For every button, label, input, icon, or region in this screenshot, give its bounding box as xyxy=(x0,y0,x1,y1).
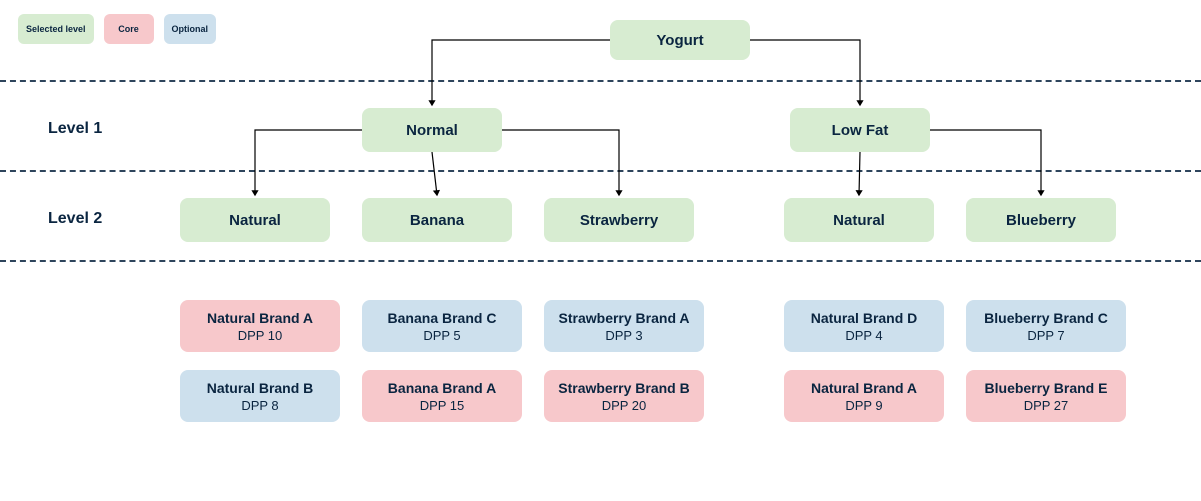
node-label: Natural Brand A xyxy=(207,310,313,326)
node-sublabel: DPP 7 xyxy=(1027,328,1064,343)
node-lowfat: Low Fat xyxy=(790,108,930,152)
legend: Selected level Core Optional xyxy=(18,14,216,44)
node-label: Natural xyxy=(229,212,281,229)
edge-root-lowfat xyxy=(750,40,860,105)
node-label: Blueberry Brand C xyxy=(984,310,1108,326)
edge-normal-banana xyxy=(432,152,437,195)
edge-lowfat-natural2 xyxy=(859,152,860,195)
node-b1: Natural Brand A DPP 10 xyxy=(180,300,340,352)
connectors xyxy=(0,0,1201,501)
node-blueberry: Blueberry xyxy=(966,198,1116,242)
legend-optional: Optional xyxy=(164,14,217,44)
node-sublabel: DPP 10 xyxy=(238,328,283,343)
node-label: Yogurt xyxy=(656,32,703,49)
node-label: Blueberry Brand E xyxy=(985,380,1108,396)
node-banana: Banana xyxy=(362,198,512,242)
node-label: Banana Brand A xyxy=(388,380,496,396)
node-sublabel: DPP 20 xyxy=(602,398,647,413)
legend-core: Core xyxy=(104,14,154,44)
node-label: Blueberry xyxy=(1006,212,1076,229)
node-b9: Natural Brand A DPP 9 xyxy=(784,370,944,422)
node-b3: Strawberry Brand A DPP 3 xyxy=(544,300,704,352)
node-sublabel: DPP 4 xyxy=(845,328,882,343)
edge-lowfat-blueberry xyxy=(930,130,1041,195)
node-label: Strawberry xyxy=(580,212,658,229)
node-label: Normal xyxy=(406,122,458,139)
node-natural1: Natural xyxy=(180,198,330,242)
node-label: Banana xyxy=(410,212,464,229)
legend-selected: Selected level xyxy=(18,14,94,44)
node-label: Natural Brand D xyxy=(811,310,918,326)
node-b4: Natural Brand D DPP 4 xyxy=(784,300,944,352)
edge-root-normal xyxy=(432,40,610,105)
node-label: Natural xyxy=(833,212,885,229)
node-label: Strawberry Brand B xyxy=(558,380,689,396)
divider-0 xyxy=(0,80,1201,82)
node-b8: Strawberry Brand B DPP 20 xyxy=(544,370,704,422)
node-label: Natural Brand A xyxy=(811,380,917,396)
node-b2: Banana Brand C DPP 5 xyxy=(362,300,522,352)
node-label: Low Fat xyxy=(832,122,889,139)
node-natural2: Natural xyxy=(784,198,934,242)
node-sublabel: DPP 9 xyxy=(845,398,882,413)
edge-normal-strawberry xyxy=(502,130,619,195)
level-1-label: Level 1 xyxy=(48,120,102,138)
node-sublabel: DPP 27 xyxy=(1024,398,1069,413)
node-sublabel: DPP 5 xyxy=(423,328,460,343)
node-sublabel: DPP 3 xyxy=(605,328,642,343)
node-strawberry: Strawberry xyxy=(544,198,694,242)
node-normal: Normal xyxy=(362,108,502,152)
node-label: Banana Brand C xyxy=(388,310,497,326)
divider-2 xyxy=(0,260,1201,262)
divider-1 xyxy=(0,170,1201,172)
level-2-label: Level 2 xyxy=(48,210,102,228)
node-b10: Blueberry Brand E DPP 27 xyxy=(966,370,1126,422)
edge-normal-natural1 xyxy=(255,130,362,195)
node-sublabel: DPP 15 xyxy=(420,398,465,413)
node-b7: Banana Brand A DPP 15 xyxy=(362,370,522,422)
node-label: Natural Brand B xyxy=(207,380,314,396)
node-label: Strawberry Brand A xyxy=(559,310,690,326)
node-root: Yogurt xyxy=(610,20,750,60)
node-b6: Natural Brand B DPP 8 xyxy=(180,370,340,422)
node-b5: Blueberry Brand C DPP 7 xyxy=(966,300,1126,352)
node-sublabel: DPP 8 xyxy=(241,398,278,413)
